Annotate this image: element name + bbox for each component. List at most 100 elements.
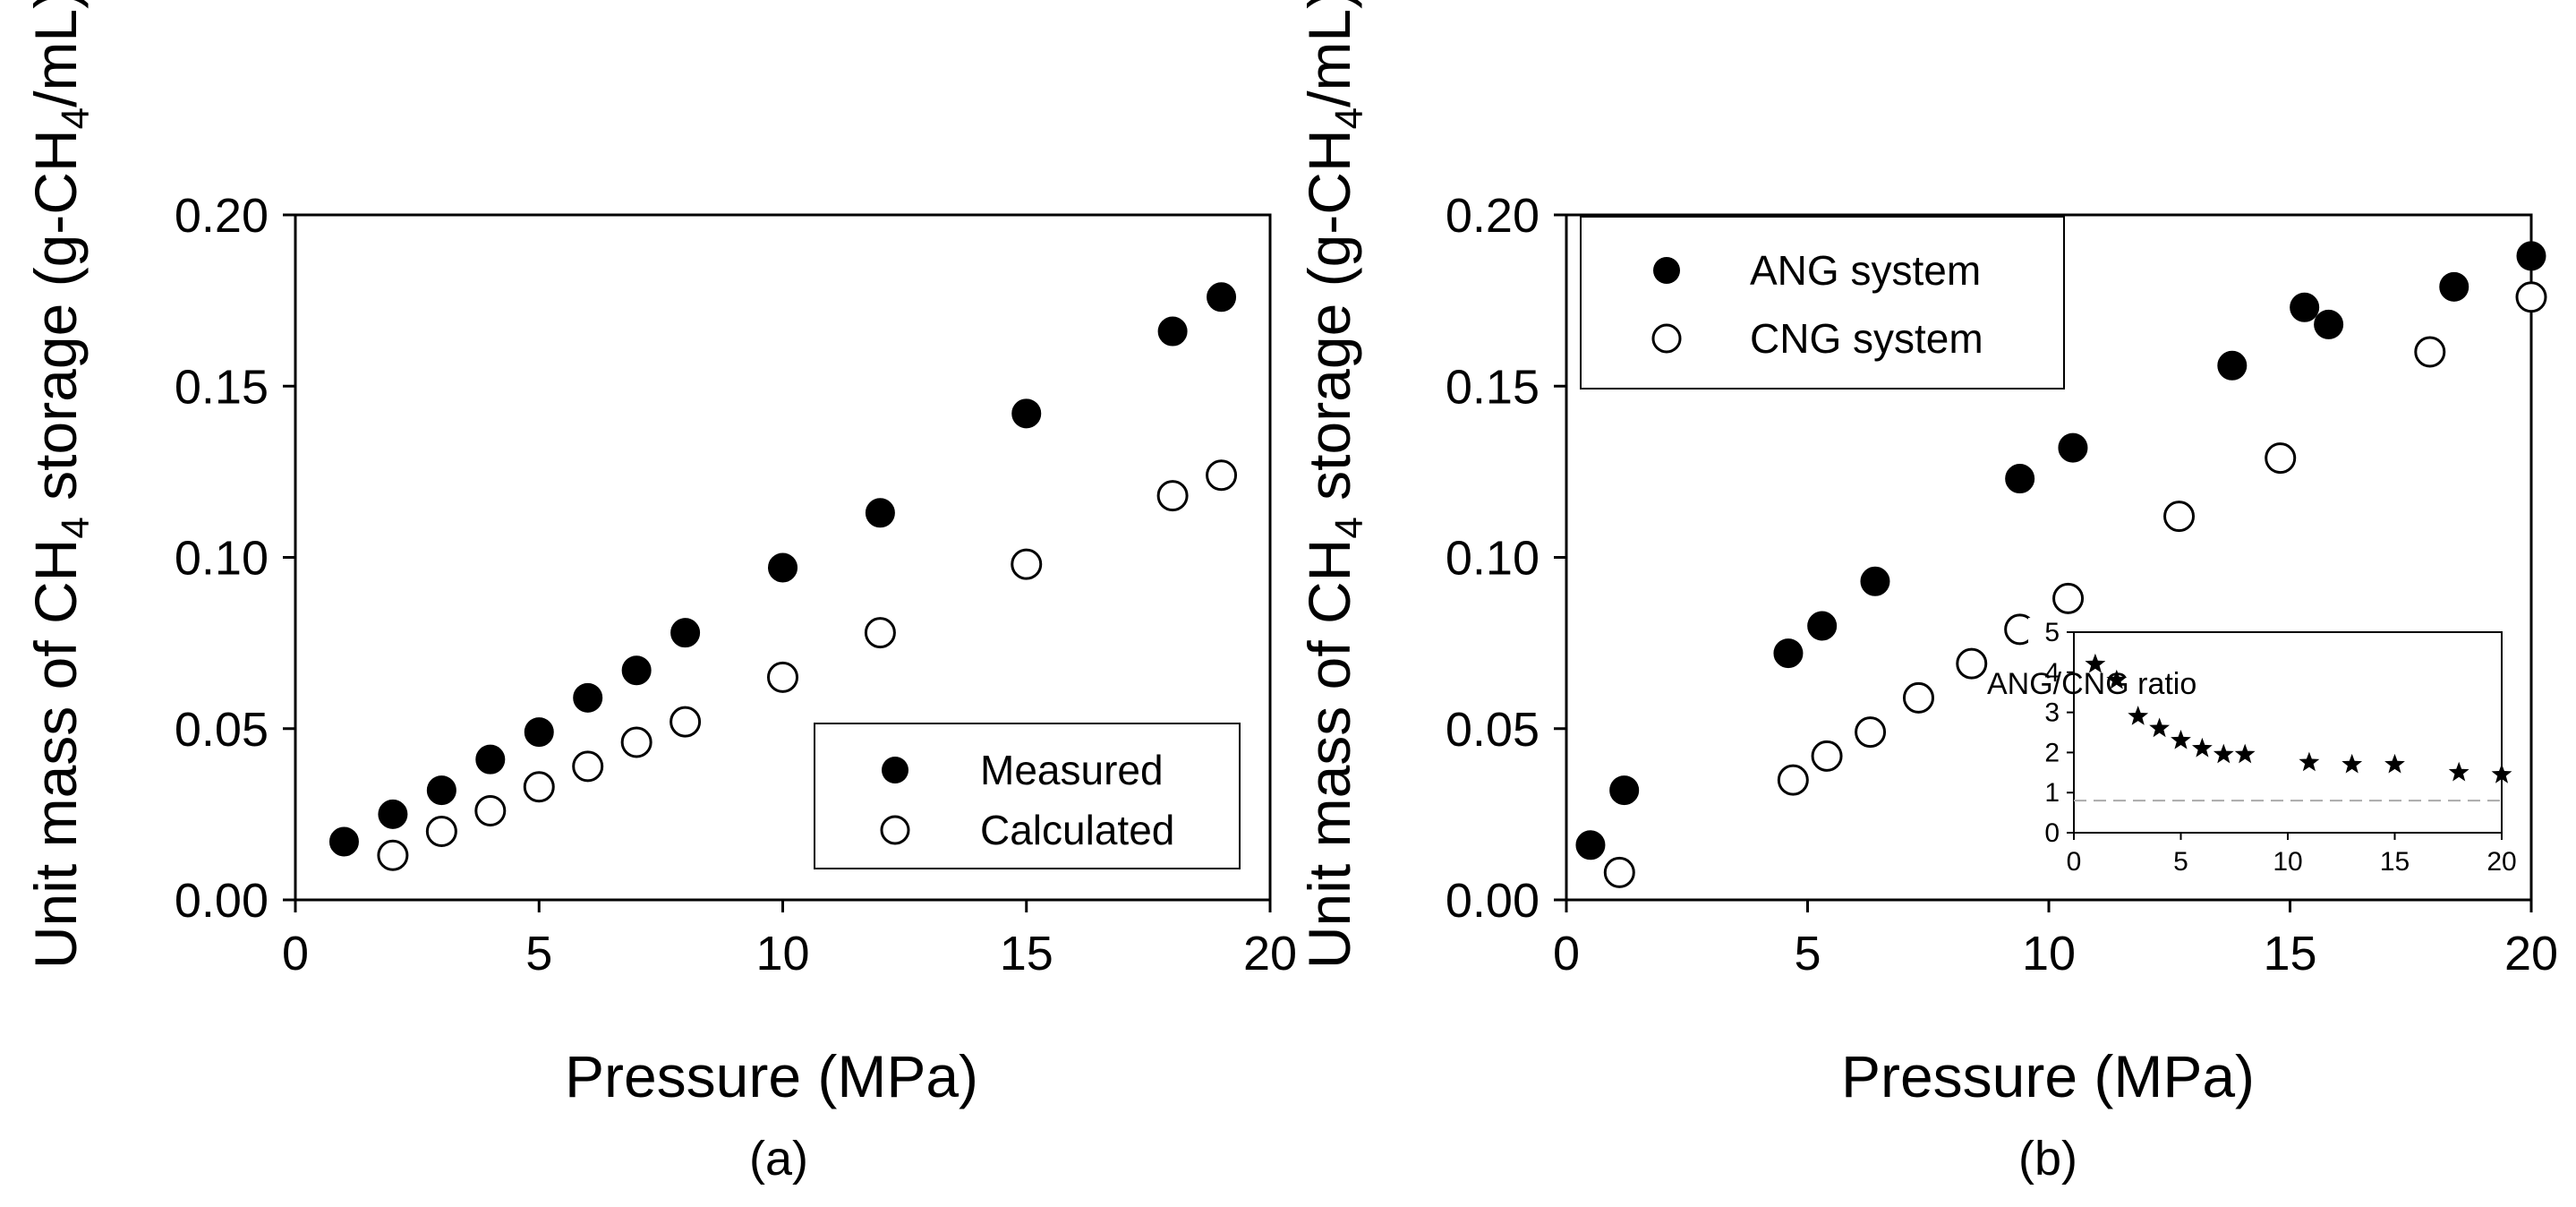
data-point-ang-system (1860, 566, 1890, 596)
data-point-measured (621, 655, 652, 686)
x-tick-label: 20 (2504, 927, 2558, 980)
inset-data-point-star (2299, 751, 2320, 772)
data-point-calculated (864, 617, 896, 649)
inset-y-tick-label: 1 (2044, 778, 2060, 808)
inset-background (2028, 618, 2516, 897)
legend-b: ANG system CNG system (1580, 216, 2065, 389)
data-point-ang-system (1575, 830, 1606, 860)
legend-label-calculated: Calculated (980, 807, 1174, 853)
plot-area-a: 0 5 10 15 20 0.00 0.05 0.10 0.15 0.20 (175, 189, 1297, 980)
data-point-calculated (1206, 459, 1238, 492)
data-point-measured (768, 552, 798, 583)
data-point-ang-system (2005, 464, 2035, 494)
data-point-cng-system (2414, 336, 2446, 368)
data-point-calculated (1011, 548, 1043, 580)
data-point-ang-system (1807, 611, 1838, 641)
data-point-cng-system (1855, 716, 1887, 749)
data-point-calculated (670, 706, 702, 738)
y-tick-label: 0.05 (1446, 703, 1540, 757)
y-tick-label: 0.10 (175, 532, 269, 586)
data-point-measured (378, 799, 408, 829)
data-point-cng-system (1902, 681, 1934, 714)
inset-data-point-star (2106, 669, 2128, 689)
data-point-ang-system (2217, 350, 2248, 381)
data-point-ang-system (1773, 638, 1804, 669)
data-point-cng-system (1777, 764, 1809, 796)
data-point-cng-system (1603, 856, 1635, 888)
data-point-measured (426, 775, 456, 806)
y-tick-label: 0.20 (175, 189, 269, 243)
data-point-ang-system (2516, 241, 2546, 271)
y-axis-label-a: Unit mass of CH4 storage (g-CH4/mL) (22, 0, 98, 969)
plot-area-b: 0 5 10 15 200.000.050.100.150.20 (1446, 189, 2558, 980)
data-point-cng-system (2052, 582, 2085, 614)
legend-marker-calculated (880, 815, 910, 845)
inset-data-point-star (2341, 753, 2363, 774)
legend-box-b (1580, 216, 2065, 389)
x-axis-label-b: Pressure (MPa) (1841, 1043, 2255, 1109)
data-point-cng-system (2265, 442, 2297, 475)
inset-label: ANG/CNG ratio (1987, 667, 2196, 701)
data-point-measured (328, 826, 359, 857)
inset-data-point-star (2491, 764, 2512, 783)
data-point-measured (1207, 282, 1237, 312)
x-tick-label: 15 (1000, 927, 1053, 980)
data-point-ang-system (2439, 271, 2469, 302)
data-point-measured (475, 744, 506, 775)
data-point-calculated (620, 726, 653, 758)
data-point-ang-system (1609, 775, 1640, 806)
inset-x-tick-label: 15 (2380, 847, 2410, 877)
inset-x-tick-label: 0 (2067, 847, 2082, 877)
y-tick-label: 0.10 (1446, 532, 1540, 586)
panel-b: Unit mass of CH4 storage (g-CH4/mL) Pres… (1296, 0, 2558, 1186)
data-point-cng-system (2163, 501, 2196, 533)
inset-y-tick-label: 4 (2044, 658, 2060, 688)
x-tick-label: 20 (1243, 927, 1297, 980)
data-point-calculated (474, 795, 507, 827)
inset-data-point-star (2384, 753, 2405, 774)
inset-ratio-chart: ANG/CNG ratio 0 5 10 15 20 0 1 2 3 4 5 (1987, 618, 2517, 897)
inset-y-tick-label: 3 (2044, 698, 2060, 728)
inset-data-point-star (2128, 706, 2149, 725)
x-tick-label: 0 (1553, 927, 1580, 980)
inset-x-tick-label: 20 (2486, 847, 2516, 877)
inset-data-point-star (2234, 743, 2256, 764)
inset-data-point-star (2213, 743, 2234, 764)
x-tick-label: 5 (1794, 927, 1821, 980)
inset-data-point-star (2448, 761, 2469, 782)
legend-label-ang: ANG system (1750, 247, 1981, 294)
y-tick-label: 0.15 (175, 360, 269, 414)
data-point-cng-system (1956, 647, 1988, 680)
data-point-measured (573, 682, 603, 713)
data-point-calculated (572, 750, 604, 783)
x-tick-label: 5 (525, 927, 552, 980)
y-tick-label: 0.05 (175, 703, 269, 757)
data-point-calculated (377, 839, 409, 871)
panel-a: Unit mass of CH4 storage (g-CH4/mL) Pres… (22, 0, 1297, 1186)
data-point-ang-system (2058, 432, 2088, 463)
data-point-measured (524, 717, 554, 748)
data-point-measured (1011, 398, 1042, 429)
inset-y-tick-label: 0 (2044, 818, 2060, 848)
x-tick-label: 15 (2263, 927, 2316, 980)
legend-marker-cng (1651, 323, 1682, 354)
data-point-measured (670, 618, 701, 648)
y-tick-label: 0.15 (1446, 360, 1540, 414)
data-point-calculated (425, 816, 457, 847)
x-tick-label: 10 (755, 927, 809, 980)
panel-label-b: (b) (2018, 1132, 2077, 1186)
legend-label-measured: Measured (980, 747, 1164, 793)
x-axis-label-a: Pressure (MPa) (565, 1043, 978, 1109)
inset-data-point-star (2171, 729, 2191, 749)
x-tick-label: 0 (282, 927, 309, 980)
y-tick-label: 0.20 (1446, 189, 1540, 243)
inset-data-point-star (2149, 717, 2171, 738)
data-point-cng-system (1811, 740, 1843, 772)
panel-label-a: (a) (749, 1132, 808, 1186)
legend-marker-ang (1653, 257, 1680, 284)
data-point-measured (865, 498, 895, 528)
legend-marker-measured (882, 757, 908, 783)
legend-label-cng: CNG system (1750, 315, 1983, 362)
inset-x-tick-label: 5 (2173, 847, 2188, 877)
